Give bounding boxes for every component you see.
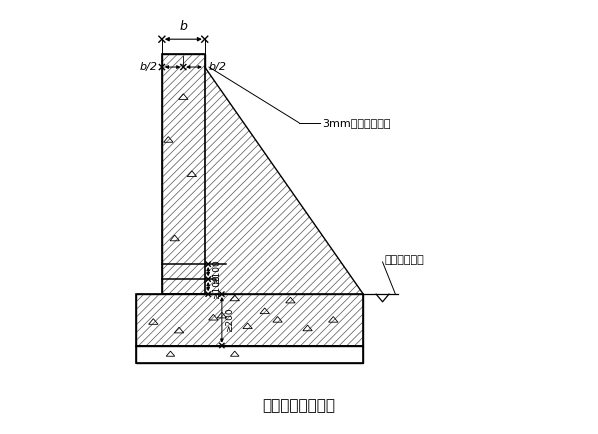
Polygon shape: [136, 294, 363, 345]
Text: ≥200: ≥200: [225, 308, 234, 332]
Text: 3mm厚钢板止水带: 3mm厚钢板止水带: [322, 118, 391, 128]
Text: b: b: [179, 20, 187, 33]
Polygon shape: [136, 345, 363, 363]
Text: b/2: b/2: [139, 62, 158, 72]
Text: ≥100: ≥100: [212, 259, 221, 284]
Text: 基础底板板面: 基础底板板面: [385, 255, 425, 265]
Polygon shape: [162, 54, 205, 294]
Polygon shape: [205, 67, 363, 294]
Text: 施工缝处理示意图: 施工缝处理示意图: [263, 398, 335, 413]
Text: ≥100: ≥100: [212, 274, 221, 299]
Text: b/2: b/2: [208, 62, 226, 72]
